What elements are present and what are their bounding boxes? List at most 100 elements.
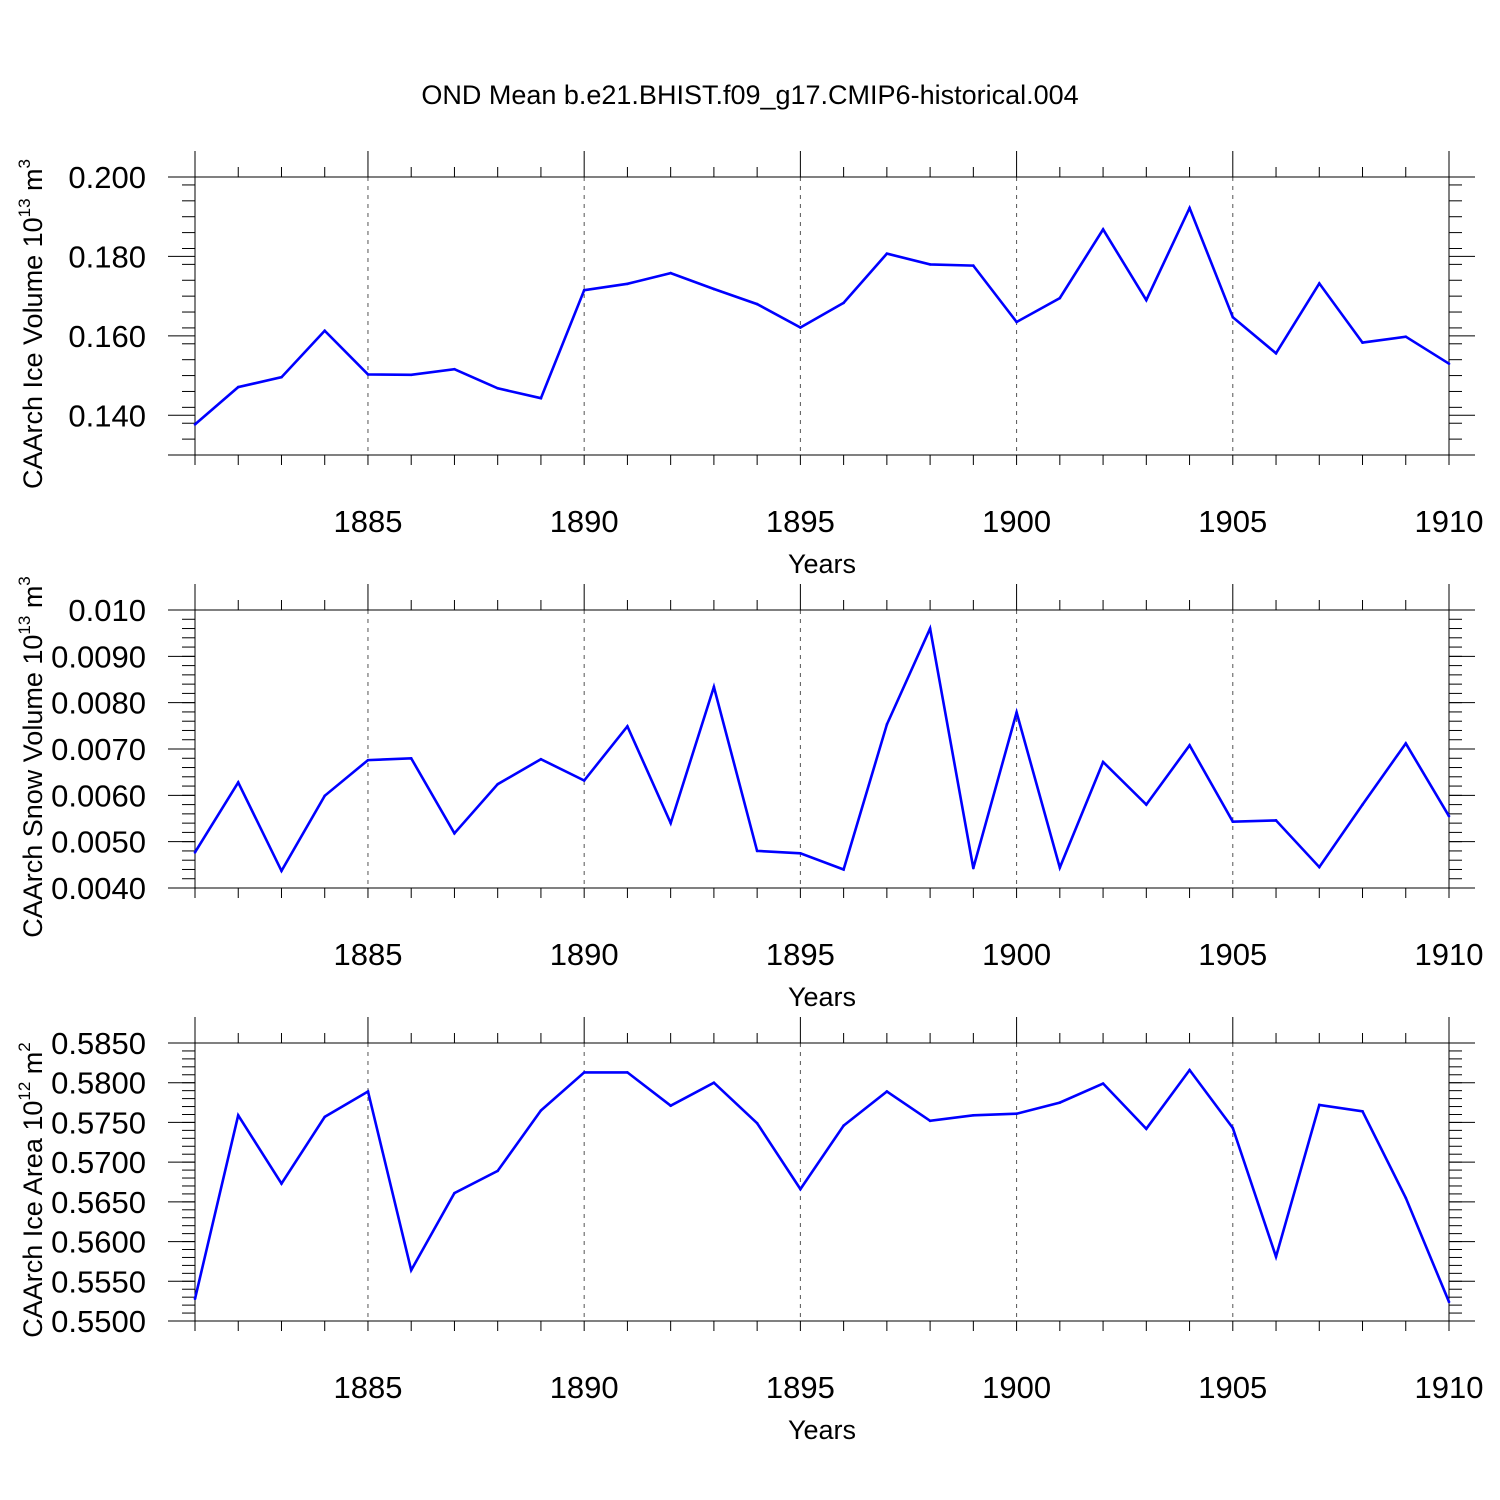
y-axis-label-ylabel-mid: m	[18, 168, 48, 198]
data-point	[928, 263, 932, 266]
y-tick-label: 0.5800	[51, 1066, 146, 1101]
data-point	[669, 271, 672, 275]
data-point	[236, 385, 240, 389]
y-axis-label-ylabel-main: CAArch Ice Volume 10	[18, 217, 48, 489]
data-point	[1188, 1068, 1191, 1072]
data-point	[842, 1124, 845, 1127]
x-tick-label: 1890	[550, 937, 619, 972]
y-axis-label-ylabel-sup1: 12	[15, 1082, 34, 1101]
data-point	[626, 1071, 629, 1074]
data-point	[1015, 711, 1018, 714]
data-point	[323, 794, 327, 798]
data-point	[755, 1121, 759, 1125]
data-point	[323, 329, 327, 332]
x-tick-label: 1885	[333, 504, 402, 539]
panel-ice-area: 0.5500 0.5550 0.5600 0.5650 0.5700 0.5750 0.58…	[15, 1017, 1483, 1445]
data-point	[539, 1109, 543, 1112]
data-point	[496, 1169, 499, 1173]
data-point	[409, 1268, 413, 1272]
data-point	[972, 1113, 975, 1117]
x-tick-label: 1895	[766, 937, 835, 972]
data-point	[366, 1090, 370, 1093]
data-point	[280, 375, 283, 379]
data-point	[366, 373, 370, 376]
y-tick-label: 0.180	[68, 239, 146, 274]
data-point	[972, 866, 975, 870]
data-point	[1361, 803, 1364, 806]
y-tick-label: 0.5850	[51, 1026, 146, 1061]
series-line-ice-volume	[194, 204, 1450, 426]
y-tick-label: 0.0080	[51, 686, 146, 721]
data-point	[928, 1119, 932, 1123]
x-axis-label: Years	[788, 982, 856, 1012]
data-point	[1231, 820, 1235, 824]
x-tick-label: 1890	[550, 504, 619, 539]
y-axis-label: CAArch Ice Volume 1013 m3	[15, 159, 48, 489]
data-point	[972, 264, 975, 267]
data-point	[1101, 760, 1105, 764]
data-point	[799, 326, 802, 329]
data-point	[1058, 1101, 1062, 1104]
y-axis-label-ylabel-sup1: 13	[15, 616, 34, 635]
data-point	[1317, 282, 1321, 285]
y-axis-label: CAArch Snow Volume 1013 m3	[15, 576, 48, 938]
data-point	[669, 821, 672, 825]
data-point	[453, 367, 456, 371]
data-point	[1145, 803, 1148, 806]
panel-ice-volume: 0.140 0.160 0.180 0.200 1885 1890 1895 1900 1905…	[15, 151, 1483, 579]
data-point	[1404, 335, 1408, 338]
x-tick-label: 1910	[1415, 504, 1484, 539]
data-point	[1231, 1126, 1235, 1130]
y-tick-label: 0.5600	[51, 1225, 146, 1260]
x-axis-label: Years	[788, 1415, 856, 1445]
data-point	[626, 282, 629, 286]
data-point	[885, 252, 889, 255]
y-tick-label: 0.0070	[51, 732, 146, 767]
data-point	[1015, 320, 1018, 324]
data-point	[712, 685, 716, 689]
data-point	[280, 869, 283, 873]
data-point	[626, 724, 629, 728]
x-tick-label: 1900	[982, 504, 1051, 539]
data-point	[453, 832, 456, 835]
data-point	[1015, 1112, 1018, 1115]
x-tick-label: 1910	[1415, 937, 1484, 972]
y-axis-label-ylabel-main: CAArch Ice Area 10	[18, 1101, 48, 1338]
data-point	[1145, 298, 1148, 302]
y-tick-label: 0.5500	[51, 1304, 146, 1339]
y-axis-label-ylabel-main: CAArch Snow Volume 10	[18, 635, 48, 938]
data-point	[885, 1090, 889, 1093]
data-point	[193, 1297, 197, 1301]
data-point	[539, 396, 543, 400]
y-axis-label-ylabel-sup1: 13	[15, 198, 34, 217]
data-point	[1404, 1196, 1408, 1200]
data-point	[409, 756, 413, 760]
y-tick-label: 0.140	[68, 398, 146, 433]
data-point	[1274, 352, 1278, 355]
data-point	[582, 1071, 586, 1074]
data-point	[1361, 1110, 1364, 1113]
data-point	[1231, 315, 1235, 319]
x-tick-label: 1900	[982, 1370, 1051, 1405]
y-axis-label-ylabel-sup2: 3	[15, 159, 34, 168]
y-axis-label-ylabel-sup2: 2	[15, 1042, 34, 1051]
series-line-ice-area	[193, 1067, 1451, 1303]
panel-snow-volume: 0.0040 0.0050 0.0060 0.0070 0.0080 0.0090 0.01…	[15, 576, 1483, 1012]
data-point	[1361, 341, 1364, 344]
data-point	[236, 781, 240, 784]
x-tick-label: 1900	[982, 937, 1051, 972]
data-point	[842, 868, 845, 871]
data-point	[236, 1113, 240, 1117]
data-point	[193, 851, 197, 854]
data-point	[1101, 228, 1105, 231]
y-tick-label: 0.5650	[51, 1185, 146, 1220]
data-point	[1447, 1300, 1451, 1304]
data-point	[1101, 1082, 1105, 1085]
data-point	[496, 386, 499, 390]
data-point	[885, 723, 889, 726]
data-point	[582, 288, 586, 292]
y-tick-label: 0.160	[68, 319, 146, 354]
y-tick-label: 0.0060	[51, 778, 146, 813]
data-point	[928, 627, 932, 630]
